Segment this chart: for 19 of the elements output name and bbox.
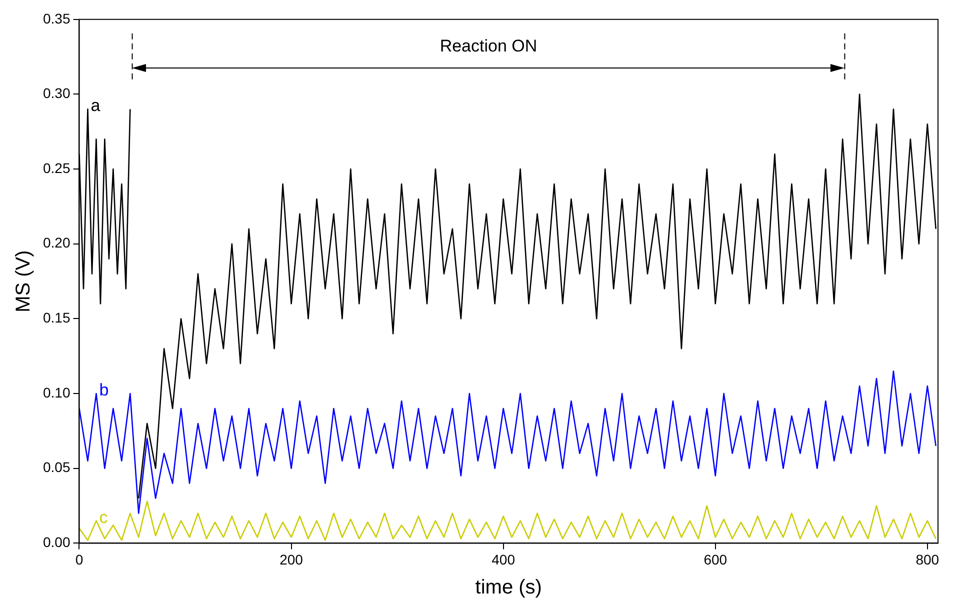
y-tick-label: 0.15 — [43, 310, 70, 326]
x-tick-label: 800 — [916, 551, 940, 568]
x-tick-label: 0 — [75, 551, 84, 568]
y-tick-label: 0.25 — [43, 160, 70, 176]
x-tick-label: 400 — [492, 551, 516, 568]
x-axis-title: time (s) — [475, 576, 542, 599]
annotation: Reaction ON — [440, 36, 538, 56]
x-tick-label: 200 — [280, 551, 304, 568]
y-tick-label: 0.10 — [43, 384, 70, 400]
y-tick-label: 0.20 — [43, 234, 70, 251]
y-tick-label: 0.35 — [43, 10, 70, 26]
y-tick-label: 0.00 — [43, 534, 70, 550]
series-label: b — [99, 380, 109, 400]
x-tick-label: 600 — [704, 551, 728, 568]
series-label: c — [99, 508, 108, 527]
series-label: a — [90, 96, 101, 116]
y-tick-label: 0.05 — [43, 459, 70, 476]
y-axis-title: MS (V) — [12, 250, 35, 312]
y-tick-label: 0.30 — [43, 85, 70, 102]
